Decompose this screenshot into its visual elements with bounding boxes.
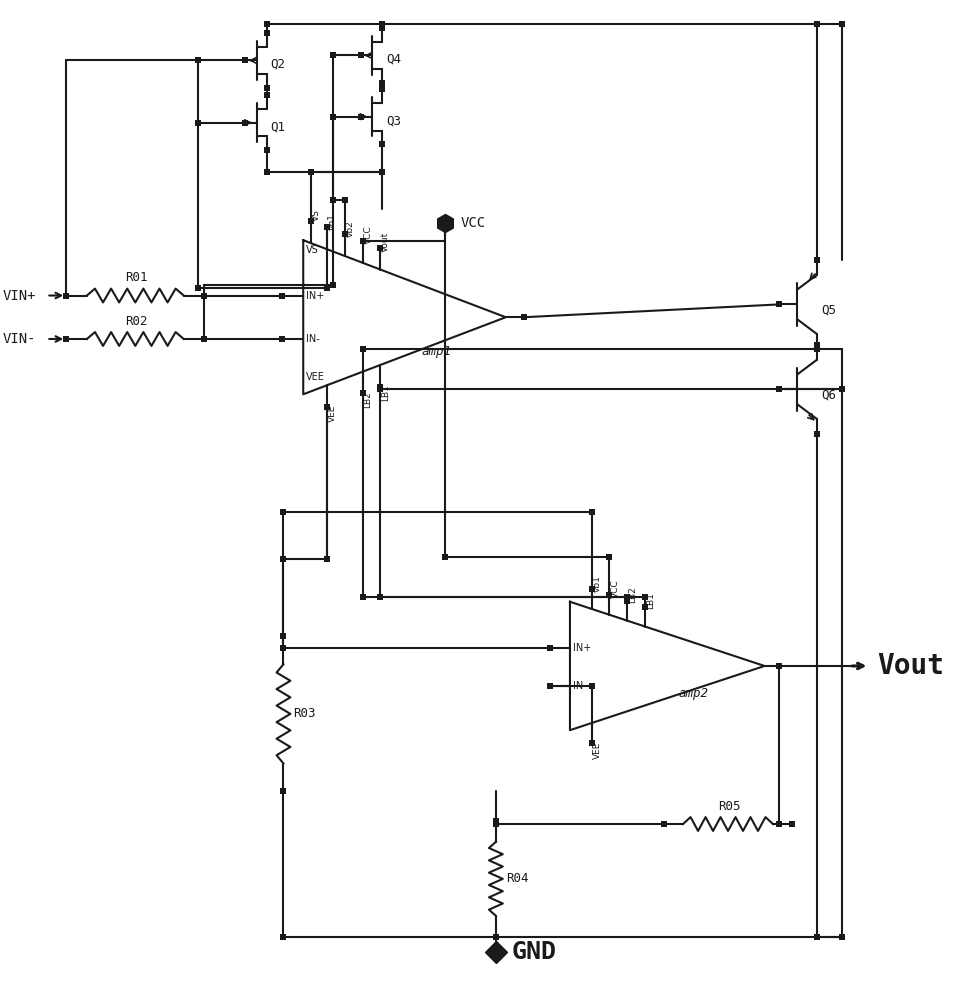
Text: VIN+: VIN+ <box>3 289 36 303</box>
Text: R05: R05 <box>718 800 740 813</box>
Text: Q5: Q5 <box>821 304 836 317</box>
Text: Q2: Q2 <box>271 58 285 71</box>
Text: R03: R03 <box>293 707 316 720</box>
Text: Q4: Q4 <box>387 53 401 66</box>
Text: amp2: amp2 <box>679 687 709 700</box>
Text: IN+: IN+ <box>306 291 324 301</box>
Text: amp1: amp1 <box>422 345 452 358</box>
Text: vb1: vb1 <box>593 575 602 592</box>
Text: VCC: VCC <box>461 216 485 230</box>
Text: VS: VS <box>312 210 321 221</box>
Text: IN+: IN+ <box>573 643 591 653</box>
Text: Q3: Q3 <box>387 114 401 127</box>
Text: VEE: VEE <box>328 404 337 422</box>
Text: IN-: IN- <box>573 681 586 691</box>
Text: Q6: Q6 <box>821 389 836 402</box>
Text: R01: R01 <box>126 271 148 284</box>
Text: Vout: Vout <box>381 232 391 252</box>
Text: VCC: VCC <box>363 226 372 244</box>
Text: vb1: vb1 <box>328 213 337 230</box>
Text: R02: R02 <box>126 315 148 328</box>
Text: VCC: VCC <box>611 580 619 598</box>
Text: VEE: VEE <box>593 742 602 759</box>
Text: LB2: LB2 <box>628 587 637 603</box>
Text: LB1: LB1 <box>381 384 391 401</box>
Text: Q1: Q1 <box>271 120 285 133</box>
Text: Vout: Vout <box>878 652 944 680</box>
Text: VS: VS <box>306 245 318 255</box>
Text: IN-: IN- <box>306 334 319 344</box>
Text: LB2: LB2 <box>363 391 372 408</box>
Text: VEE: VEE <box>306 372 325 382</box>
Text: R04: R04 <box>506 872 528 885</box>
Text: VIN-: VIN- <box>3 332 36 346</box>
Text: LB1: LB1 <box>646 592 656 609</box>
Text: GND: GND <box>511 940 557 964</box>
Text: vb2: vb2 <box>346 220 355 237</box>
